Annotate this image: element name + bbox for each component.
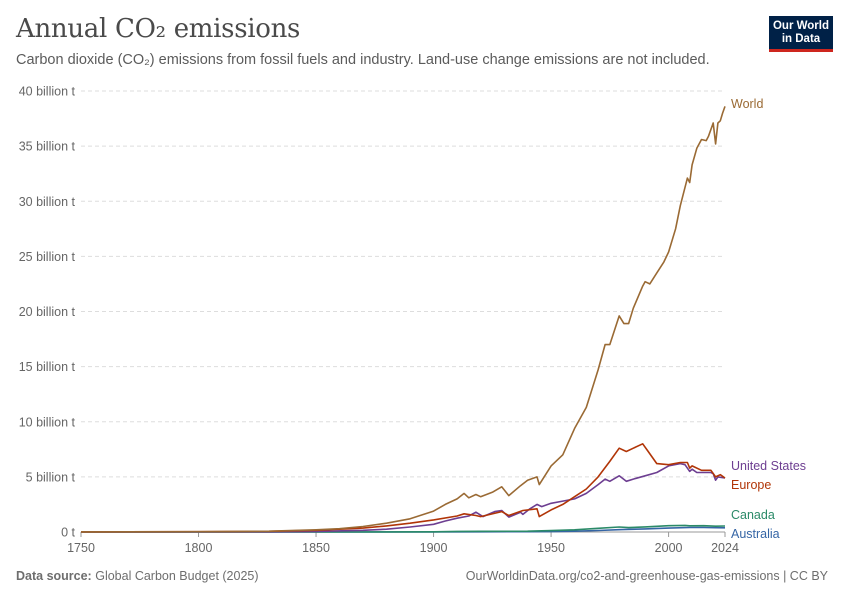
series-label-canada[interactable]: Canada — [731, 508, 775, 522]
series-lines — [80, 106, 726, 533]
y-axis-labels: 0 t 5 billion t 10 billion t 15 billion t 20… — [19, 85, 76, 540]
y-tick-label: 0 t — [61, 526, 75, 540]
y-tick-label: 20 billion t — [19, 305, 76, 319]
x-tick-label: 2000 — [655, 541, 683, 555]
y-tick-label: 35 billion t — [19, 140, 76, 154]
y-tick-label: 40 billion t — [19, 85, 76, 99]
logo-line-1: Our World — [772, 20, 829, 32]
y-tick-label: 30 billion t — [19, 195, 76, 209]
series-label-europe[interactable]: Europe — [731, 478, 771, 492]
series-line-canada[interactable] — [81, 524, 726, 533]
series-line-united-states[interactable] — [80, 462, 726, 533]
x-tick-label: 1800 — [185, 541, 213, 555]
y-tick-label: 5 billion t — [26, 470, 76, 484]
chart-subtitle: Carbon dioxide (CO₂) emissions from foss… — [16, 52, 710, 68]
y-tick-label: 25 billion t — [19, 250, 76, 264]
x-tick-label: 1750 — [67, 541, 95, 555]
series-label-world[interactable]: World — [731, 97, 763, 111]
x-tick-label: 1900 — [420, 541, 448, 555]
x-tick-label: 1950 — [537, 541, 565, 555]
x-axis: 1750 1800 1850 1900 1950 2000 2024 — [67, 531, 739, 555]
y-tick-label: 10 billion t — [19, 415, 76, 429]
series-label-united-states[interactable]: United States — [731, 459, 806, 473]
series-line-world[interactable] — [80, 106, 726, 533]
series-labels: World Europe United States Canada Australia — [731, 97, 806, 541]
y-tick-label: 15 billion t — [19, 360, 76, 374]
chart-title: Annual CO₂ emissions — [16, 14, 301, 44]
series-label-australia[interactable]: Australia — [731, 527, 780, 541]
x-tick-label: 2024 — [711, 541, 739, 555]
data-source-value[interactable]: Global Carbon Budget (2025) — [95, 569, 259, 583]
data-source: Data source: Global Carbon Budget (2025) — [16, 569, 259, 583]
x-tick-label: 1850 — [302, 541, 330, 555]
series-line-europe[interactable] — [80, 443, 726, 533]
owid-logo[interactable]: Our World in Data — [769, 16, 833, 52]
source-url-license[interactable]: OurWorldinData.org/co2-and-greenhouse-ga… — [465, 569, 828, 583]
grid-lines — [81, 90, 725, 478]
data-source-label: Data source: — [16, 569, 92, 583]
logo-line-2: in Data — [781, 33, 821, 45]
